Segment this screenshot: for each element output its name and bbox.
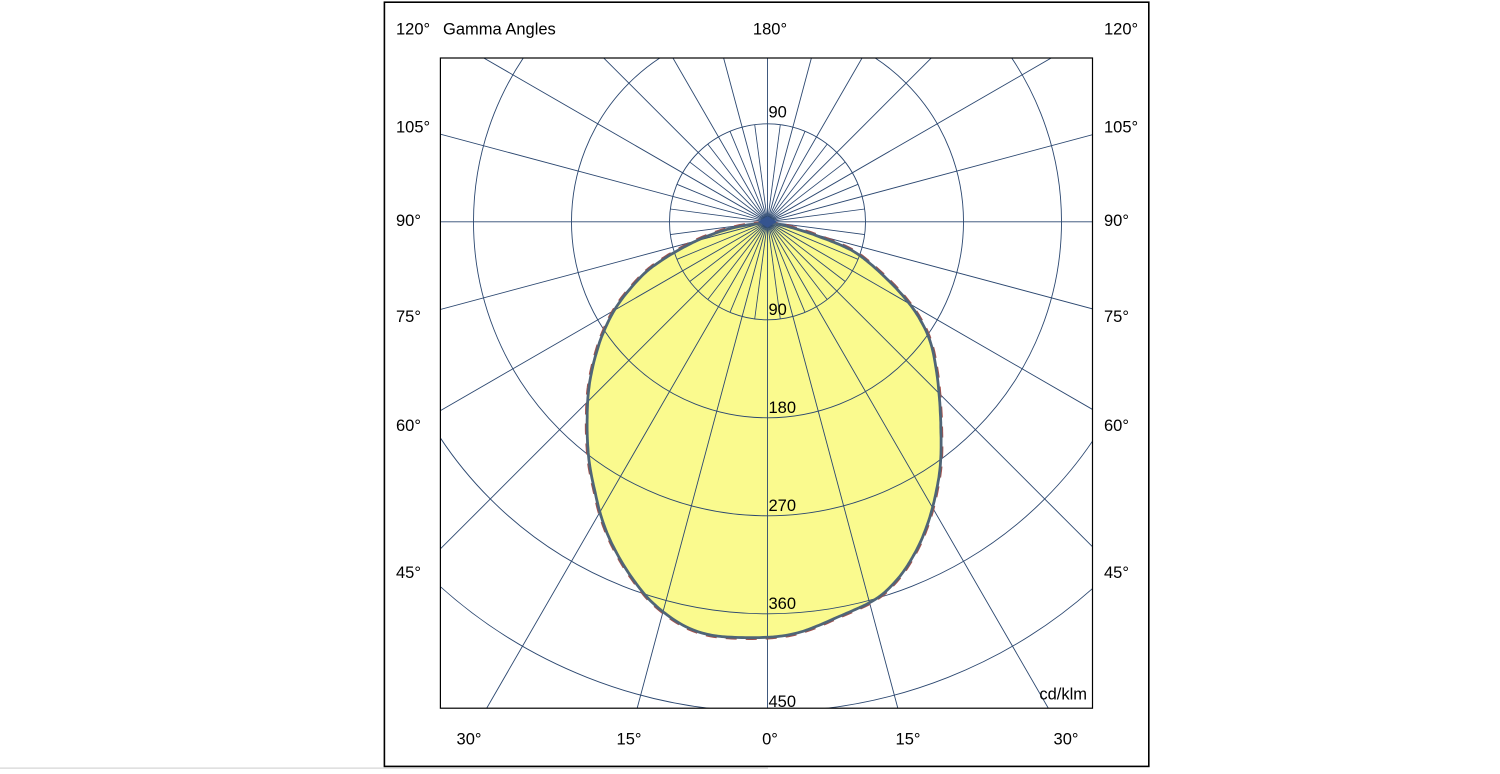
svg-text:75°: 75° bbox=[396, 308, 421, 326]
svg-text:60°: 60° bbox=[1104, 417, 1129, 435]
svg-text:90°: 90° bbox=[396, 212, 421, 230]
svg-text:270: 270 bbox=[769, 497, 797, 515]
svg-text:15°: 15° bbox=[617, 731, 642, 749]
svg-text:30°: 30° bbox=[457, 731, 482, 749]
svg-text:90°: 90° bbox=[1104, 212, 1129, 230]
svg-text:450: 450 bbox=[769, 693, 797, 711]
svg-text:105°: 105° bbox=[1104, 119, 1138, 137]
svg-text:180°: 180° bbox=[753, 21, 787, 39]
svg-text:0°: 0° bbox=[762, 731, 778, 749]
svg-text:45°: 45° bbox=[396, 564, 421, 582]
svg-text:75°: 75° bbox=[1104, 308, 1129, 326]
svg-text:60°: 60° bbox=[396, 417, 421, 435]
svg-text:45°: 45° bbox=[1104, 564, 1129, 582]
svg-text:180: 180 bbox=[769, 399, 797, 417]
svg-text:360: 360 bbox=[769, 595, 797, 613]
svg-text:120°: 120° bbox=[1104, 21, 1138, 39]
svg-text:15°: 15° bbox=[896, 731, 921, 749]
svg-text:120°: 120° bbox=[396, 21, 430, 39]
svg-text:cd/klm: cd/klm bbox=[1039, 686, 1087, 704]
svg-text:105°: 105° bbox=[396, 119, 430, 137]
svg-text:Gamma Angles: Gamma Angles bbox=[443, 21, 556, 39]
svg-text:90: 90 bbox=[769, 104, 787, 122]
svg-text:90: 90 bbox=[769, 301, 787, 319]
svg-text:30°: 30° bbox=[1054, 731, 1079, 749]
